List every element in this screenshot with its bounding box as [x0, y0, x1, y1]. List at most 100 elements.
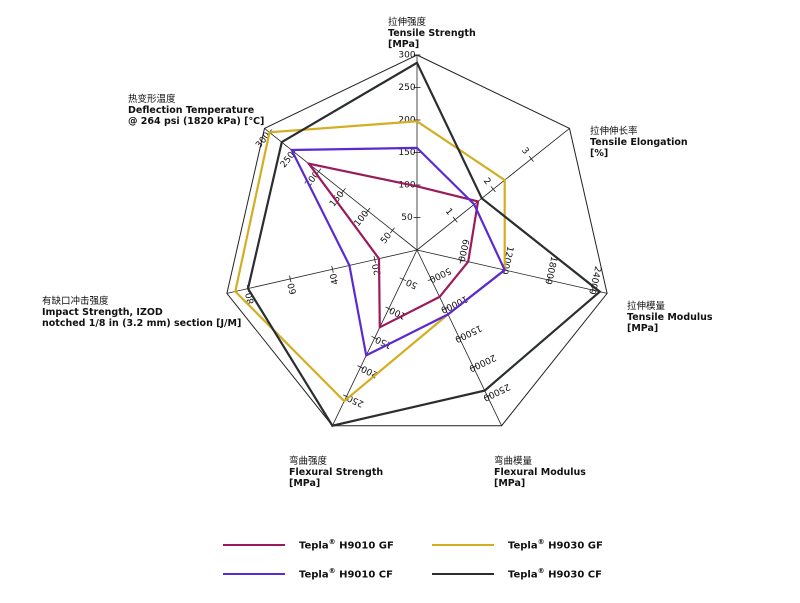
axis-tick-mark: [427, 277, 435, 282]
axis-label-en: Deflection Temperature: [128, 105, 255, 116]
legend-brand: Tepla: [508, 540, 538, 552]
axis-label-tensile-modulus: 拉伸模量 Tensile Modulus [MPa]: [627, 301, 713, 334]
axis-label-cn: 有缺口冲击强度: [42, 296, 109, 307]
legend-mark: ®: [537, 538, 545, 546]
axis-tick-mark: [357, 365, 364, 369]
axis-label-cn: 拉伸模量: [627, 301, 666, 312]
axis-label-unit: @ 264 psi (1820 kPa) [℃]: [128, 116, 265, 127]
axis-label-tensile-strength: 拉伸强度 Tensile Strength [MPa]: [388, 17, 476, 50]
axis-tick-label: 150: [398, 148, 415, 158]
axis-tick-mark: [340, 188, 346, 195]
legend-mark: ®: [537, 567, 545, 575]
axis-tick-label: 50: [401, 213, 413, 223]
radar-outer-frame: [226, 54, 608, 427]
legend-swatch: [432, 544, 494, 546]
axis-label-unit: [MPa]: [388, 39, 420, 50]
axis-tick-label: 20: [371, 262, 383, 276]
axis-label-deflection-temperature: 热变形温度 Deflection Temperature @ 264 psi (…: [128, 94, 264, 127]
axis-label-unit: [MPa]: [289, 478, 321, 489]
legend-series-name: H9030 GF: [548, 540, 603, 552]
legend-brand: Tepla: [299, 569, 329, 581]
axis-label-cn: 拉伸伸长率: [590, 126, 638, 137]
axis-label-cn: 拉伸强度: [388, 17, 427, 28]
axis-tick-label: 50: [405, 276, 420, 290]
axis-tick-mark: [385, 306, 393, 311]
legend-label: Tepla® H9030 CF: [508, 567, 602, 580]
axis-tick-label: 1: [443, 207, 454, 218]
axis-tick-mark: [452, 216, 458, 223]
legend-brand: Tepla: [508, 569, 538, 581]
axis-tick-mark: [441, 306, 449, 311]
legend-mark: ®: [328, 538, 336, 546]
axis-label-unit: [MPa]: [627, 323, 659, 334]
legend-label: Tepla® H9010 CF: [299, 567, 393, 580]
radar-series: [234, 61, 602, 427]
axis-tick-mark: [490, 186, 496, 193]
axis-label-flexural-strength: 弯曲强度 Flexural Strength [MPa]: [289, 456, 383, 489]
axis-label-impact-strength: 有缺口冲击强度 Impact Strength, IZOD notched 1/…: [42, 296, 241, 329]
axis-tick-mark: [365, 207, 371, 214]
axis-tick-mark: [591, 286, 594, 294]
axis-tick-label: 3: [519, 146, 530, 157]
legend-brand: Tepla: [299, 540, 329, 552]
axis-tick-label: 250: [398, 83, 415, 93]
axis-tick-label: 10000: [439, 293, 469, 315]
axis-label-cn: 弯曲强度: [289, 456, 328, 467]
axis-label-en: Flexural Strength: [289, 467, 384, 478]
axis-tick-label: 5000: [427, 265, 452, 284]
axis-tick-mark: [399, 277, 407, 282]
radar-spoke: [416, 249, 608, 294]
radar-spoke: [226, 249, 418, 294]
axis-label-tensile-elongation: 拉伸伸长率 Tensile Elongation [%]: [590, 126, 688, 159]
series-line-h9030-cf: [246, 61, 602, 427]
legend-swatch: [223, 573, 285, 575]
axis-tick-label: 18000: [542, 255, 558, 285]
axis-tick-label: 50: [379, 231, 394, 246]
legend-label: Tepla® H9030 GF: [508, 538, 603, 551]
legend-label: Tepla® H9010 GF: [299, 538, 394, 551]
axis-tick-label: 25000: [481, 381, 511, 403]
axis-tick-mark: [470, 365, 477, 369]
axis-label-en: Flexural Modulus: [494, 467, 586, 478]
axis-tick-mark: [389, 227, 395, 234]
axis-tick-label: 80: [244, 291, 256, 305]
axis-tick-mark: [373, 256, 376, 264]
axis-label-cn: 弯曲模量: [494, 456, 533, 467]
legend-series-name: H9030 CF: [548, 569, 602, 581]
axis-label-en: Tensile Elongation: [590, 137, 688, 148]
axis-tick-mark: [289, 275, 292, 283]
axis-tick-mark: [484, 394, 491, 399]
axis-tick-mark: [371, 335, 378, 340]
axis-tick-mark: [528, 155, 534, 162]
axis-tick-mark: [547, 276, 550, 284]
axis-label-unit: [MPa]: [494, 478, 526, 489]
axis-tick-label: 300: [398, 51, 415, 61]
axis-tick-mark: [459, 256, 463, 264]
axis-tick-label: 250: [346, 392, 366, 409]
legend-series-name: H9010 CF: [339, 569, 393, 581]
axis-tick-label: 60: [287, 282, 299, 296]
axis-label-en: Impact Strength, IZOD: [42, 307, 163, 318]
radar-spoke: [264, 128, 418, 251]
axis-label-en: Tensile Strength: [388, 28, 476, 39]
series-line-h9030-gf: [234, 120, 506, 403]
axis-tick-label: 2: [481, 176, 492, 187]
axis-label-flexural-modulus: 弯曲模量 Flexural Modulus [MPa]: [494, 456, 586, 489]
axis-label-unit: notched 1/8 in (3.2 mm) section [J/M]: [42, 318, 242, 329]
axis-tick-label: 200: [360, 363, 380, 380]
axis-label-en: Tensile Modulus: [627, 312, 713, 323]
axis-tick-label: 100: [398, 181, 415, 191]
legend-swatch: [432, 573, 494, 575]
axis-tick-label: 200: [398, 116, 415, 126]
radar-grid: [226, 54, 608, 427]
legend-swatch: [223, 544, 285, 546]
axis-tick-label: 15000: [453, 322, 483, 344]
axis-tick-label: 20000: [467, 352, 497, 374]
axis-label-unit: [%]: [590, 148, 609, 159]
series-line-h9010-cf: [289, 146, 507, 358]
axis-tick-label: 40: [329, 272, 341, 286]
axis-label-cn: 热变形温度: [128, 94, 176, 105]
axis-tick-mark: [456, 335, 463, 340]
legend-mark: ®: [328, 567, 336, 575]
